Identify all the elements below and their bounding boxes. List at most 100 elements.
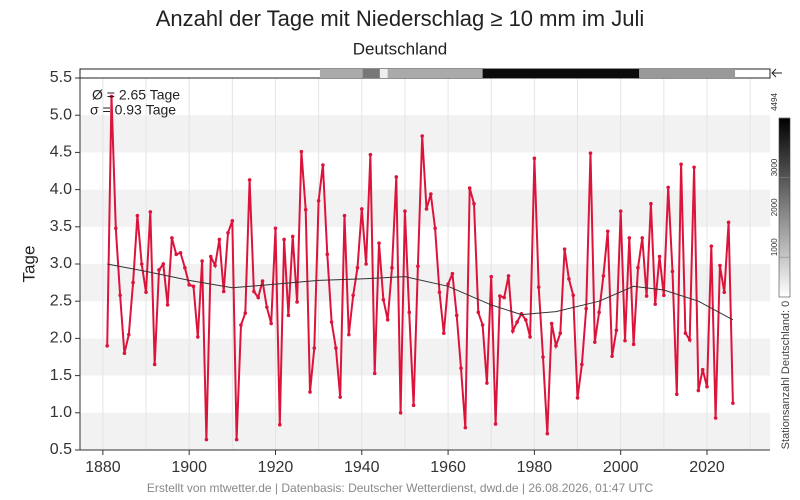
data-point <box>282 237 286 242</box>
data-point <box>454 313 459 318</box>
y-axis-label: Tage <box>19 246 38 283</box>
x-tick-label: 2020 <box>689 459 725 476</box>
data-point <box>157 268 161 272</box>
data-point <box>303 207 308 212</box>
data-point <box>424 207 429 211</box>
data-point <box>234 437 239 442</box>
data-point <box>152 362 157 367</box>
data-point <box>118 293 122 298</box>
data-point <box>601 274 606 278</box>
data-point <box>368 152 373 157</box>
data-point <box>722 290 727 295</box>
data-point <box>523 318 528 322</box>
data-point <box>381 297 386 302</box>
x-tick-label: 1940 <box>344 459 380 476</box>
y-tick-label: 4.0 <box>50 181 72 198</box>
data-point <box>532 156 537 161</box>
data-point <box>178 251 183 255</box>
data-point <box>295 300 299 304</box>
y-tick-label: 5.5 <box>50 69 72 86</box>
y-tick-label: 2.0 <box>50 330 72 347</box>
colorbar-tick-label: 4494 <box>770 93 779 111</box>
data-point <box>308 390 312 394</box>
data-point <box>657 254 662 259</box>
data-point <box>536 285 541 289</box>
data-point <box>221 289 226 294</box>
data-point <box>700 367 705 372</box>
y-tick-label: 5.0 <box>50 106 72 123</box>
data-point <box>114 226 118 231</box>
strip-arrow <box>771 68 782 78</box>
data-point <box>290 234 295 239</box>
data-point <box>441 331 446 335</box>
data-point <box>459 366 463 370</box>
footer: Erstellt von mtwetter.de | Datenbasis: D… <box>147 481 654 495</box>
data-point <box>493 422 498 426</box>
data-point <box>502 295 506 300</box>
data-point <box>286 313 291 318</box>
data-point <box>485 381 489 385</box>
data-point <box>636 265 640 270</box>
x-tick-label: 1980 <box>517 459 553 476</box>
data-point <box>640 236 645 240</box>
data-point <box>420 134 424 138</box>
data-point <box>463 425 468 430</box>
data-point <box>226 230 230 235</box>
chart-title: Anzahl der Tage mit Niederschlag ≥ 10 mm… <box>156 6 645 31</box>
background-band <box>80 264 770 302</box>
background-band <box>80 338 770 376</box>
data-point <box>653 302 658 306</box>
station-segment <box>362 69 380 78</box>
y-tick-label: 1.0 <box>50 404 72 421</box>
data-point <box>554 344 558 348</box>
y-tick-label: 0.5 <box>50 441 72 458</box>
station-segment <box>319 69 363 78</box>
data-point <box>230 219 235 223</box>
colorbar-tick-label: 1000 <box>770 238 779 256</box>
x-tick-label: 1880 <box>85 459 121 476</box>
annotation: σ = 0.93 Tage <box>90 102 176 118</box>
data-point <box>170 236 174 240</box>
data-point <box>562 247 567 251</box>
data-point <box>144 290 148 295</box>
data-point <box>338 395 343 399</box>
data-point <box>670 269 675 274</box>
data-point <box>148 210 153 214</box>
plot-area <box>75 77 770 455</box>
data-point <box>273 226 278 231</box>
data-point <box>597 310 601 315</box>
data-point <box>588 151 593 155</box>
data-point <box>705 384 709 389</box>
data-point <box>541 355 545 359</box>
data-point <box>265 305 269 309</box>
data-point <box>713 416 718 420</box>
data-point <box>122 351 127 356</box>
data-point <box>174 252 179 257</box>
data-point <box>165 303 170 307</box>
data-point <box>191 284 196 289</box>
data-point <box>377 241 381 245</box>
data-point <box>131 280 135 285</box>
data-point <box>476 310 481 315</box>
data-point <box>299 149 304 154</box>
data-point <box>627 236 632 240</box>
data-point <box>407 310 412 315</box>
data-point <box>614 328 619 333</box>
data-point <box>329 320 334 324</box>
trend-line <box>107 263 734 321</box>
data-point <box>325 252 330 257</box>
data-point <box>398 411 403 415</box>
x-tick-label: 1920 <box>258 459 294 476</box>
data-point <box>269 321 273 326</box>
data-point <box>217 237 222 242</box>
colorbar-label: Stationsanzahl Deutschland: 0 <box>780 301 792 450</box>
data-point <box>416 264 420 269</box>
data-point <box>618 209 623 213</box>
colorbar-tick-label: 3000 <box>770 158 779 176</box>
data-point <box>549 321 554 326</box>
data-point <box>674 392 679 397</box>
data-point <box>731 401 735 405</box>
data-point <box>390 265 394 270</box>
data-point <box>433 226 437 231</box>
data-point <box>334 346 338 350</box>
